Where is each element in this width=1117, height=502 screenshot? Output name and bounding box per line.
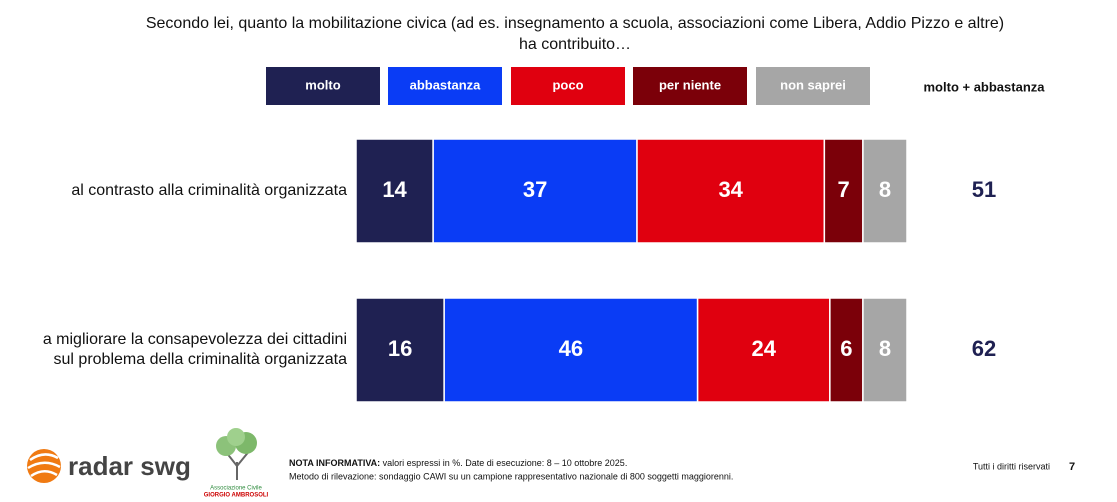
legend-label: abbastanza — [410, 77, 482, 92]
data-label: 14 — [382, 177, 407, 202]
method: Metodo di rilevazione: sondaggio CAWI su… — [289, 471, 733, 481]
bar-segment — [432, 138, 638, 244]
legend-label: molto — [305, 77, 340, 92]
totals-header: molto + abbastanza — [924, 79, 1046, 94]
data-label: 6 — [840, 336, 852, 361]
chart-title: ha contribuito… — [519, 36, 631, 53]
note-label: NOTA INFORMATIVA: — [289, 458, 380, 468]
bar-segment — [696, 297, 831, 403]
data-label: 8 — [879, 177, 891, 202]
bar-segment — [443, 297, 699, 403]
total-label: 62 — [972, 336, 996, 361]
rights: Tutti i diritti riservati — [973, 461, 1050, 471]
chart-title: Secondo lei, quanto la mobilitazione civ… — [146, 15, 1004, 32]
page-number: 7 — [1069, 461, 1075, 473]
data-label: 24 — [751, 336, 776, 361]
legend-label: non saprei — [780, 77, 846, 92]
data-label: 37 — [523, 177, 547, 202]
ambrosoli-logo — [216, 428, 257, 480]
category-label: a migliorare la consapevolezza dei citta… — [43, 331, 347, 348]
data-label: 8 — [879, 336, 891, 361]
bar-segment — [355, 138, 434, 244]
data-label: 46 — [559, 336, 583, 361]
data-label: 7 — [838, 177, 850, 202]
note: NOTA INFORMATIVA: valori espressi in %. … — [289, 458, 627, 468]
total-label: 51 — [972, 177, 996, 202]
legend-swatch — [266, 67, 380, 105]
bar-segment — [355, 297, 445, 403]
legend-swatch — [511, 67, 625, 105]
data-label: 34 — [718, 177, 743, 202]
legend-label: poco — [552, 77, 583, 92]
legend-swatch — [633, 67, 747, 105]
association-text: GIORGIO AMBROSOLI — [204, 493, 269, 499]
association-text: Associazione Civile — [210, 486, 262, 492]
bar-segment — [636, 138, 826, 244]
category-label: sul problema della criminalità organizza… — [54, 351, 348, 368]
category-label: al contrasto alla criminalità organizzat… — [71, 182, 347, 199]
bar-segment — [862, 138, 908, 244]
bar-segment — [862, 297, 908, 403]
note-text: valori espressi in %. Date di esecuzione… — [383, 458, 628, 468]
swg-logo-text: radar swg — [68, 451, 191, 481]
swg-logo — [27, 449, 61, 483]
legend-swatch — [388, 67, 502, 105]
legend-swatch — [756, 67, 870, 105]
data-label: 16 — [388, 336, 412, 361]
legend-label: per niente — [659, 77, 721, 92]
